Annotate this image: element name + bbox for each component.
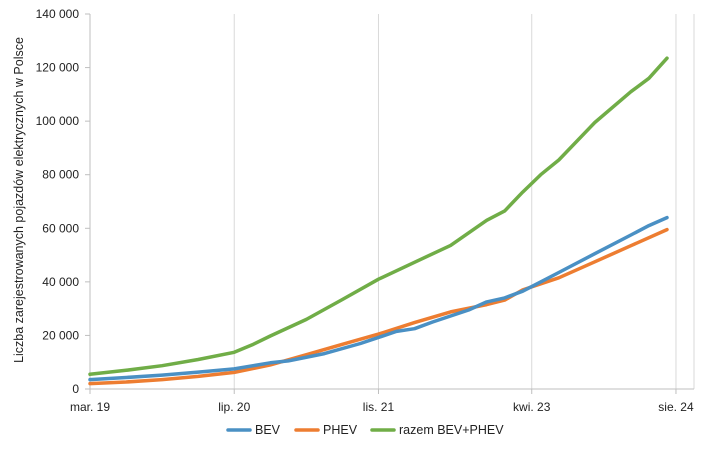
series-lines [88, 56, 669, 386]
x-tick-label: lip. 20 [218, 400, 250, 414]
series-line-razem-bev-phev [88, 56, 669, 377]
axes [85, 13, 694, 394]
y-tick-label: 120 000 [36, 61, 80, 75]
x-tick-label: sie. 24 [658, 400, 694, 414]
y-tick-label: 20 000 [42, 328, 79, 342]
y-tick-label: 0 [72, 382, 79, 396]
x-tick-label: mar. 19 [70, 400, 110, 414]
y-tick-label: 80 000 [42, 168, 79, 182]
legend-label: razem BEV+PHEV [399, 423, 504, 437]
y-tick-label: 100 000 [36, 114, 80, 128]
series-line-bev [88, 215, 669, 382]
y-tick-label: 140 000 [36, 7, 80, 21]
legend-label: BEV [255, 423, 281, 437]
legend: BEV PHEV razem BEV+PHEV [226, 423, 504, 437]
y-tick-label: 40 000 [42, 275, 79, 289]
y-tick-label: 60 000 [42, 221, 79, 235]
x-tick-label: kwi. 23 [513, 400, 551, 414]
tick-labels: 0 20 000 40 000 60 000 80 000 100 000 120 000 1… [36, 7, 694, 414]
series-line-phev [88, 227, 669, 386]
x-tick-label: lis. 21 [363, 400, 395, 414]
legend-label: PHEV [323, 423, 358, 437]
y-axis-title: Liczba zarejestrowanych pojazdów elektry… [12, 37, 26, 363]
